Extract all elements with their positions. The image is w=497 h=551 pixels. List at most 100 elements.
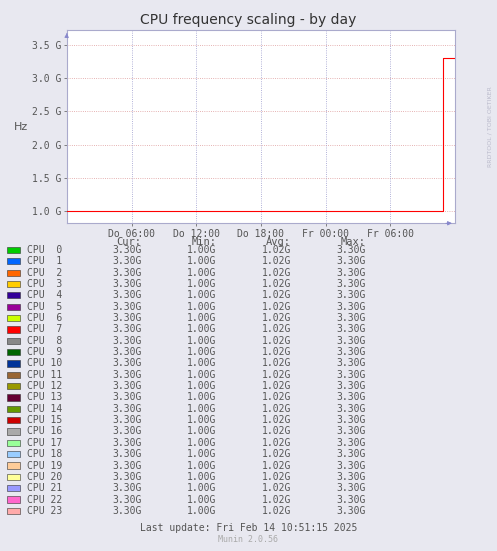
Text: 1.00G: 1.00G — [187, 370, 216, 380]
Text: 3.30G: 3.30G — [336, 313, 365, 323]
Text: 3.30G: 3.30G — [112, 290, 142, 300]
Text: 3.30G: 3.30G — [112, 358, 142, 369]
Text: 3.30G: 3.30G — [336, 325, 365, 334]
Text: 3.30G: 3.30G — [336, 256, 365, 266]
Text: 3.30G: 3.30G — [336, 279, 365, 289]
Text: CPU 13: CPU 13 — [27, 392, 63, 402]
Text: 3.30G: 3.30G — [336, 404, 365, 414]
Text: CPU 17: CPU 17 — [27, 438, 63, 448]
Text: 1.02G: 1.02G — [261, 256, 291, 266]
Text: 3.30G: 3.30G — [336, 392, 365, 402]
Text: 3.30G: 3.30G — [112, 347, 142, 357]
Text: 3.30G: 3.30G — [112, 483, 142, 493]
Text: 1.02G: 1.02G — [261, 313, 291, 323]
Text: CPU 20: CPU 20 — [27, 472, 63, 482]
Text: 1.02G: 1.02G — [261, 302, 291, 312]
Text: CPU  3: CPU 3 — [27, 279, 63, 289]
Text: 3.30G: 3.30G — [336, 302, 365, 312]
Text: CPU  1: CPU 1 — [27, 256, 63, 266]
Text: 1.00G: 1.00G — [187, 279, 216, 289]
Text: 3.30G: 3.30G — [112, 506, 142, 516]
Text: 1.02G: 1.02G — [261, 472, 291, 482]
Text: Max:: Max: — [340, 237, 365, 247]
Text: 3.30G: 3.30G — [336, 438, 365, 448]
Text: 1.00G: 1.00G — [187, 256, 216, 266]
Text: CPU  7: CPU 7 — [27, 325, 63, 334]
Text: CPU  0: CPU 0 — [27, 245, 63, 255]
Text: 3.30G: 3.30G — [112, 336, 142, 345]
Text: 3.30G: 3.30G — [112, 472, 142, 482]
Text: CPU  9: CPU 9 — [27, 347, 63, 357]
Text: 3.30G: 3.30G — [112, 415, 142, 425]
Text: CPU 18: CPU 18 — [27, 449, 63, 459]
Text: 1.02G: 1.02G — [261, 370, 291, 380]
Text: 1.00G: 1.00G — [187, 449, 216, 459]
Text: CPU 11: CPU 11 — [27, 370, 63, 380]
Text: 3.30G: 3.30G — [336, 268, 365, 278]
Text: 1.00G: 1.00G — [187, 415, 216, 425]
Text: 1.02G: 1.02G — [261, 392, 291, 402]
Text: 3.30G: 3.30G — [112, 495, 142, 505]
Text: CPU  6: CPU 6 — [27, 313, 63, 323]
Text: 1.02G: 1.02G — [261, 245, 291, 255]
Text: CPU 12: CPU 12 — [27, 381, 63, 391]
Text: 3.30G: 3.30G — [336, 290, 365, 300]
Text: 1.00G: 1.00G — [187, 438, 216, 448]
Text: 3.30G: 3.30G — [112, 392, 142, 402]
Text: CPU  4: CPU 4 — [27, 290, 63, 300]
Text: 1.02G: 1.02G — [261, 483, 291, 493]
Text: 1.02G: 1.02G — [261, 404, 291, 414]
Text: 3.30G: 3.30G — [112, 438, 142, 448]
Text: 3.30G: 3.30G — [112, 461, 142, 471]
Text: 3.30G: 3.30G — [112, 313, 142, 323]
Text: 3.30G: 3.30G — [336, 506, 365, 516]
Text: 1.02G: 1.02G — [261, 426, 291, 436]
Text: 3.30G: 3.30G — [112, 245, 142, 255]
Text: 1.02G: 1.02G — [261, 495, 291, 505]
Text: 1.00G: 1.00G — [187, 302, 216, 312]
Text: 1.02G: 1.02G — [261, 461, 291, 471]
Text: CPU 16: CPU 16 — [27, 426, 63, 436]
Text: 1.00G: 1.00G — [187, 426, 216, 436]
Y-axis label: Hz: Hz — [14, 122, 28, 132]
Text: CPU 14: CPU 14 — [27, 404, 63, 414]
Text: Last update: Fri Feb 14 10:51:15 2025: Last update: Fri Feb 14 10:51:15 2025 — [140, 523, 357, 533]
Text: RRDTOOL / TOBI OETIKER: RRDTOOL / TOBI OETIKER — [487, 87, 492, 167]
Text: 3.30G: 3.30G — [112, 325, 142, 334]
Text: CPU  5: CPU 5 — [27, 302, 63, 312]
Text: 1.00G: 1.00G — [187, 358, 216, 369]
Text: CPU  2: CPU 2 — [27, 268, 63, 278]
Text: 1.00G: 1.00G — [187, 325, 216, 334]
Text: 3.30G: 3.30G — [112, 404, 142, 414]
Text: CPU frequency scaling - by day: CPU frequency scaling - by day — [140, 13, 357, 26]
Text: 3.30G: 3.30G — [336, 347, 365, 357]
Text: 1.02G: 1.02G — [261, 290, 291, 300]
Text: 3.30G: 3.30G — [336, 426, 365, 436]
Text: 3.30G: 3.30G — [336, 495, 365, 505]
Text: 3.30G: 3.30G — [112, 381, 142, 391]
Text: 3.30G: 3.30G — [336, 483, 365, 493]
Text: 1.00G: 1.00G — [187, 268, 216, 278]
Text: 3.30G: 3.30G — [336, 472, 365, 482]
Text: CPU 19: CPU 19 — [27, 461, 63, 471]
Text: 1.02G: 1.02G — [261, 438, 291, 448]
Text: 1.00G: 1.00G — [187, 381, 216, 391]
Text: 3.30G: 3.30G — [336, 358, 365, 369]
Text: CPU 10: CPU 10 — [27, 358, 63, 369]
Text: 3.30G: 3.30G — [112, 256, 142, 266]
Text: 1.00G: 1.00G — [187, 347, 216, 357]
Text: 1.02G: 1.02G — [261, 347, 291, 357]
Text: 1.00G: 1.00G — [187, 495, 216, 505]
Text: 3.30G: 3.30G — [112, 302, 142, 312]
Text: 1.00G: 1.00G — [187, 245, 216, 255]
Text: 3.30G: 3.30G — [336, 336, 365, 345]
Text: 3.30G: 3.30G — [112, 370, 142, 380]
Text: 1.00G: 1.00G — [187, 472, 216, 482]
Text: 1.00G: 1.00G — [187, 336, 216, 345]
Text: 1.02G: 1.02G — [261, 325, 291, 334]
Text: 3.30G: 3.30G — [112, 279, 142, 289]
Text: 1.02G: 1.02G — [261, 381, 291, 391]
Text: CPU  8: CPU 8 — [27, 336, 63, 345]
Text: 3.30G: 3.30G — [336, 415, 365, 425]
Text: 3.30G: 3.30G — [336, 381, 365, 391]
